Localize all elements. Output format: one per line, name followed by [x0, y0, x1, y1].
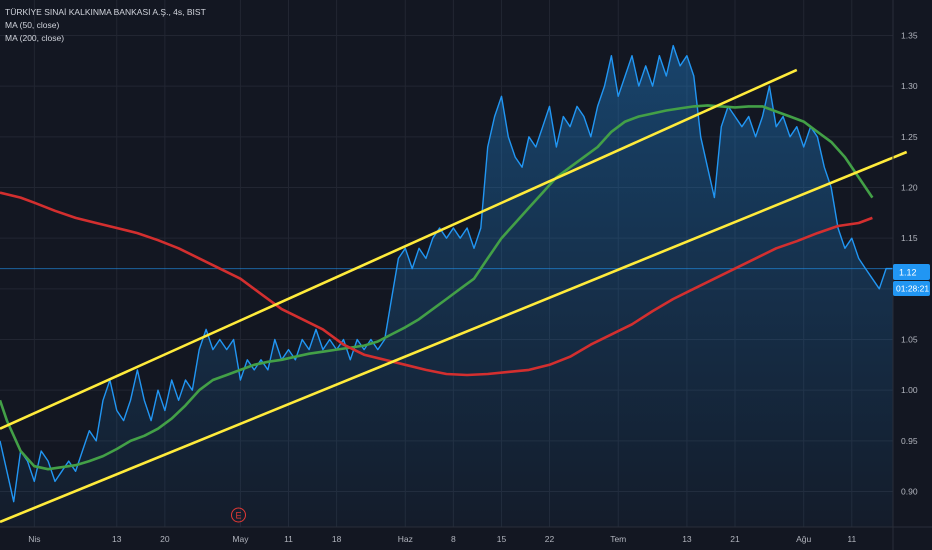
channel-trendline[interactable]	[0, 150, 908, 524]
last-price-tag	[893, 264, 930, 280]
y-tick-label: 1.30	[901, 81, 918, 91]
x-tick-label: 11	[847, 534, 856, 544]
x-tick-label: 20	[160, 534, 170, 544]
x-tick-label: Haz	[398, 534, 413, 544]
last-price-label: 1.12	[899, 268, 917, 278]
x-tick-label: 15	[497, 534, 507, 544]
x-tick-label: 21	[730, 534, 740, 544]
y-tick-label: 1.00	[901, 385, 918, 395]
y-tick-label: 1.20	[901, 182, 918, 192]
ma200-legend[interactable]: MA (200, close)	[5, 33, 65, 43]
ma50-legend[interactable]: MA (50, close)	[5, 20, 60, 30]
x-tick-label: 11	[284, 534, 293, 544]
x-tick-label: 18	[332, 534, 342, 544]
ma50-line[interactable]	[0, 104, 874, 471]
channel-trendline[interactable]	[0, 68, 798, 430]
y-tick-label: 1.15	[901, 233, 918, 243]
earnings-marker[interactable]	[231, 507, 246, 523]
legend: TÜRKİYE SINAİ KALKINMA BANKASI A.Ş., 4s,…	[5, 6, 206, 45]
symbol-title[interactable]: TÜRKİYE SINAİ KALKINMA BANKASI A.Ş., 4s,…	[5, 7, 206, 17]
x-tick-label: Tem	[610, 534, 626, 544]
price-line[interactable]	[0, 44, 893, 503]
y-tick-label: 0.90	[901, 487, 918, 497]
bar-countdown-label: 01:28:21	[896, 284, 929, 294]
price-area	[0, 45, 893, 527]
x-tick-label: 13	[682, 534, 692, 544]
x-tick-label: 22	[545, 534, 555, 544]
y-tick-label: 1.05	[901, 335, 918, 345]
x-tick-label: 13	[112, 534, 122, 544]
markers: 1.12 01:28:21 E	[231, 264, 930, 523]
bar-countdown-tag	[893, 281, 930, 296]
y-tick-label: 0.95	[901, 436, 918, 446]
y-tick-label: 1.25	[901, 132, 918, 142]
x-tick-label: May	[232, 534, 249, 544]
y-tick-label: 1.35	[901, 30, 918, 40]
price-area-fill	[0, 45, 893, 527]
x-tick-label: 8	[451, 534, 456, 544]
x-tick-label: Ağu	[796, 534, 811, 544]
ma200-line[interactable]	[0, 191, 873, 377]
earnings-marker-label: E	[236, 511, 242, 521]
x-tick-label: Nis	[28, 534, 40, 544]
series	[0, 44, 908, 524]
